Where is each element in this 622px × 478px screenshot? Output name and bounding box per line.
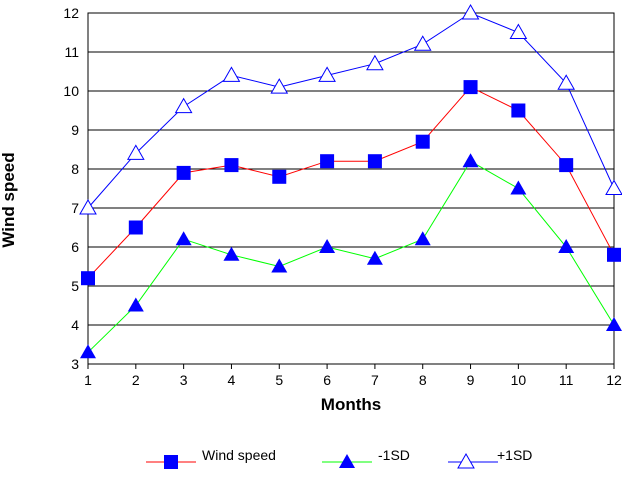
series-line [87,86,615,279]
data-point [461,3,480,20]
data-point [509,23,528,39]
series--1sd [80,153,622,359]
y-tick-label: 11 [64,44,79,60]
x-tick-label: 10 [511,372,527,388]
data-point [607,247,621,262]
series-line [87,160,615,353]
data-point [174,97,193,114]
data-point [605,179,622,195]
x-tick-label: 2 [132,372,140,388]
legend-label: +1SD [497,447,532,463]
data-point [415,134,430,149]
data-point [80,344,96,359]
x-tick-label: 1 [84,372,92,388]
data-point [367,154,382,169]
x-tick-label: 11 [559,372,574,388]
data-point [126,144,145,160]
data-point [559,158,574,173]
x-axis-title: Months [321,395,381,414]
data-point [320,154,335,169]
data-point [319,239,336,253]
data-point [463,80,478,95]
x-tick-label: 12 [606,372,622,388]
data-point [414,231,431,246]
legend-marker [164,455,178,469]
series-wind-speed [81,80,621,286]
x-tick-label: 8 [419,372,427,388]
data-point [270,78,289,94]
data-point [81,271,95,286]
plot-frame [87,12,615,365]
series--1sd [79,3,622,215]
data-point [128,220,143,235]
data-point [176,165,191,180]
data-point [462,153,479,168]
data-point [606,317,622,331]
data-point [413,35,432,51]
data-point [271,258,288,273]
x-tick-label: 7 [371,372,379,388]
legend-item: Wind speed [146,447,276,469]
data-point [222,66,241,82]
y-tick-label: 4 [71,317,79,333]
y-tick-label: 7 [71,200,79,216]
y-axis-title: Wind speed [0,152,18,247]
y-tick-label: 9 [71,122,79,138]
data-point [511,103,526,118]
legend-label: Wind speed [202,447,276,463]
x-tick-label: 9 [467,372,475,388]
series [79,3,622,359]
grid [88,12,614,365]
data-point [510,180,527,195]
data-point [223,246,240,261]
data-point [366,54,384,71]
legend-marker [457,452,475,469]
y-tick-label: 6 [71,239,79,255]
y-tick-label: 5 [71,278,79,294]
data-point [366,250,383,265]
data-point [272,169,287,184]
data-point [558,239,575,253]
data-point [127,297,144,312]
data-point [318,66,336,82]
data-point [79,198,97,215]
x-tick-label: 3 [180,372,188,388]
legend-label: -1SD [378,447,410,463]
data-point [557,74,576,90]
legend-item: -1SD [322,447,410,468]
x-tick-label: 4 [228,372,236,388]
data-point [224,158,239,173]
x-tick-labels: 1 2 3 4 5 6 7 8 9 10 11 12 [84,364,622,388]
legend: Wind speed -1SD +1SD [146,447,532,469]
data-point [175,231,192,246]
legend-item: +1SD [448,447,532,469]
y-tick-label: 8 [71,161,79,177]
y-tick-label: 3 [71,356,79,372]
x-tick-label: 5 [275,372,283,388]
x-tick-label: 6 [323,372,331,388]
series-line [87,12,615,209]
y-tick-labels: 3 4 5 6 7 8 9 10 11 12 [63,5,79,372]
y-tick-label: 10 [63,83,79,99]
y-tick-label: 12 [63,5,79,21]
legend-marker [339,454,355,468]
